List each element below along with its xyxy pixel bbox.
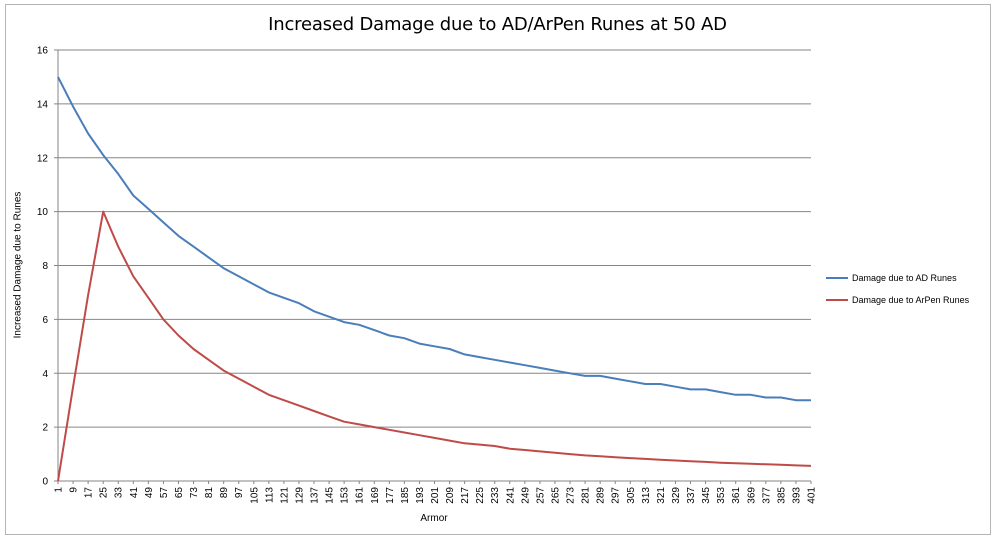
- x-tick-label: 337: [686, 487, 697, 504]
- x-tick-label: 9: [69, 487, 80, 493]
- x-tick-label: 17: [84, 487, 95, 499]
- y-tick-label: 4: [42, 369, 48, 380]
- x-tick-label: 345: [701, 487, 712, 504]
- x-tick-label: 297: [611, 487, 622, 504]
- x-tick-label: 105: [249, 487, 260, 504]
- x-tick-label: 217: [460, 487, 471, 504]
- x-tick-label: 201: [430, 487, 441, 504]
- legend: Damage due to AD Runes Damage due to ArP…: [826, 267, 969, 311]
- x-tick-label: 57: [159, 487, 170, 499]
- x-tick-label: 273: [566, 487, 577, 504]
- x-tick-label: 33: [114, 487, 125, 499]
- x-tick-label: 1: [54, 487, 65, 493]
- x-tick-label: 393: [791, 487, 802, 504]
- x-tick-label: 97: [234, 487, 245, 499]
- x-tick-label: 257: [535, 487, 546, 504]
- x-tick-label: 145: [325, 487, 336, 504]
- x-tick-label: 249: [520, 487, 531, 504]
- x-tick-label: 113: [264, 487, 275, 503]
- x-tick-label: 305: [626, 487, 637, 504]
- x-tick-label: 369: [746, 487, 757, 504]
- y-tick-label: 6: [42, 315, 48, 326]
- x-tick-label: 313: [641, 487, 652, 504]
- chart-title: Increased Damage due to AD/ArPen Runes a…: [268, 14, 727, 35]
- x-axis-title: Armor: [420, 513, 448, 524]
- y-tick-label: 0: [42, 477, 48, 488]
- x-tick-label: 209: [445, 487, 456, 504]
- x-tick-label: 233: [490, 487, 501, 504]
- x-tick-label: 49: [144, 487, 155, 499]
- x-tick-label: 265: [550, 487, 561, 504]
- x-tick-label: 361: [731, 487, 742, 504]
- legend-item-arpen: Damage due to ArPen Runes: [826, 289, 969, 311]
- x-tick-label: 25: [99, 487, 110, 499]
- y-tick-label: 16: [37, 46, 49, 57]
- x-tick-label: 329: [671, 487, 682, 504]
- legend-swatch-arpen: [826, 299, 848, 301]
- x-tick-label: 41: [129, 487, 140, 499]
- series-ad-line: [57, 76, 811, 402]
- x-tick-label: 161: [355, 487, 366, 504]
- legend-label-ad: Damage due to AD Runes: [852, 273, 957, 283]
- x-tick-label: 401: [807, 487, 818, 504]
- x-tick-label: 153: [340, 487, 351, 504]
- x-tick-label: 321: [656, 487, 667, 504]
- x-tick-label: 353: [716, 487, 727, 504]
- x-tick-label: 129: [294, 487, 305, 504]
- x-tick-label: 385: [776, 487, 787, 504]
- x-tick-label: 193: [415, 487, 426, 504]
- x-tick-label: 121: [279, 487, 290, 504]
- x-tick-label: 241: [505, 487, 516, 504]
- x-tick-label: 185: [400, 487, 411, 504]
- x-tick-label: 81: [204, 487, 215, 499]
- y-tick-label: 10: [37, 207, 49, 218]
- series-arpen-line: [57, 210, 812, 482]
- y-tick-label: 8: [42, 261, 48, 272]
- x-tick-label: 73: [189, 487, 200, 499]
- x-tick-label: 281: [581, 487, 592, 504]
- x-tick-label: 89: [219, 487, 230, 499]
- x-tick-label: 377: [761, 487, 772, 504]
- x-tick-label: 65: [174, 487, 185, 499]
- y-axis-title: Increased Damage due to Runes: [12, 191, 24, 339]
- x-tick-label: 225: [475, 487, 486, 504]
- y-tick-label: 2: [42, 423, 48, 434]
- y-tick-label: 14: [37, 99, 49, 110]
- legend-swatch-ad: [826, 277, 848, 279]
- legend-label-arpen: Damage due to ArPen Runes: [852, 295, 970, 305]
- x-tick-label: 289: [596, 487, 607, 504]
- x-tick-label: 169: [370, 487, 381, 504]
- x-tick-label: 137: [310, 487, 321, 504]
- x-tick-label: 177: [385, 487, 396, 504]
- legend-item-ad: Damage due to AD Runes: [826, 267, 969, 289]
- y-tick-label: 12: [37, 153, 49, 164]
